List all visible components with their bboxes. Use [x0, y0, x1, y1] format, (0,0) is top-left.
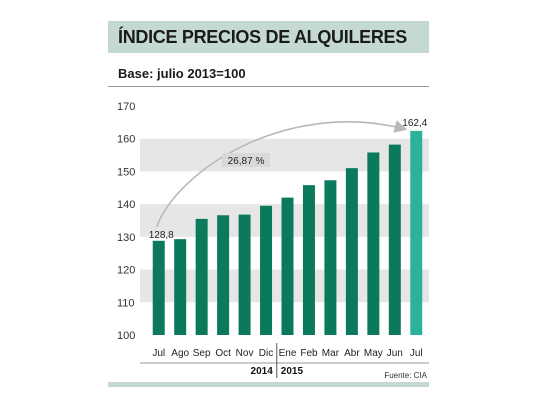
chart-title: ÍNDICE PRECIOS DE ALQUILERES [118, 27, 407, 47]
x-tick-label: Ago [171, 348, 189, 359]
x-tick-label: Abr [344, 348, 360, 359]
x-tick-label: Mar [322, 348, 340, 359]
bar-oct-3 [217, 215, 230, 335]
bar-may-10 [367, 152, 380, 335]
y-tick-label: 140 [117, 199, 135, 211]
year-label: 2014 [251, 366, 274, 377]
y-tick-label: 110 [117, 297, 135, 309]
bar-jul-0 [152, 240, 165, 335]
growth-annotation: 26,87 % [228, 156, 265, 167]
bar-sep-2 [195, 218, 208, 335]
x-tick-label: Jul [152, 348, 165, 359]
bar-ago-1 [174, 239, 187, 335]
chart-subtitle: Base: julio 2013=100 [118, 66, 246, 81]
x-tick-label: Oct [215, 348, 231, 359]
y-tick-label: 170 [117, 101, 135, 113]
source-note: Fuente: CIA [384, 371, 427, 380]
bar-feb-7 [302, 185, 315, 335]
data-label: 128,8 [149, 230, 174, 241]
y-tick-label: 150 [117, 166, 135, 178]
title-bar: ÍNDICE PRECIOS DE ALQUILERES [108, 21, 429, 53]
bar-abr-9 [345, 168, 358, 335]
x-tick-label: Sep [193, 348, 211, 359]
bar-ene-6 [281, 197, 294, 335]
bar-jul-12 [410, 130, 423, 335]
footer-bar [108, 382, 429, 387]
growth-arrow [155, 120, 408, 228]
x-tick-label: Jul [410, 348, 423, 359]
x-tick-label: May [364, 348, 383, 359]
y-tick-label: 160 [117, 134, 135, 146]
x-tick-label: Feb [300, 348, 318, 359]
y-tick-label: 130 [117, 232, 135, 244]
bar-mar-8 [324, 180, 337, 335]
grid-band [140, 138, 429, 172]
year-label: 2015 [281, 366, 304, 377]
subtitle-divider [108, 86, 429, 87]
bar-jun-11 [388, 144, 401, 335]
y-tick-label: 100 [117, 330, 135, 342]
annotation-box [222, 153, 270, 167]
x-tick-label: Nov [236, 348, 254, 359]
y-tick-label: 120 [117, 265, 135, 277]
x-tick-label: Dic [259, 348, 273, 359]
bar-nov-4 [238, 214, 251, 335]
x-tick-label: Ene [279, 348, 297, 359]
x-tick-label: Jun [387, 348, 403, 359]
bar-dic-5 [260, 205, 273, 335]
data-label: 162,4 [402, 118, 427, 129]
